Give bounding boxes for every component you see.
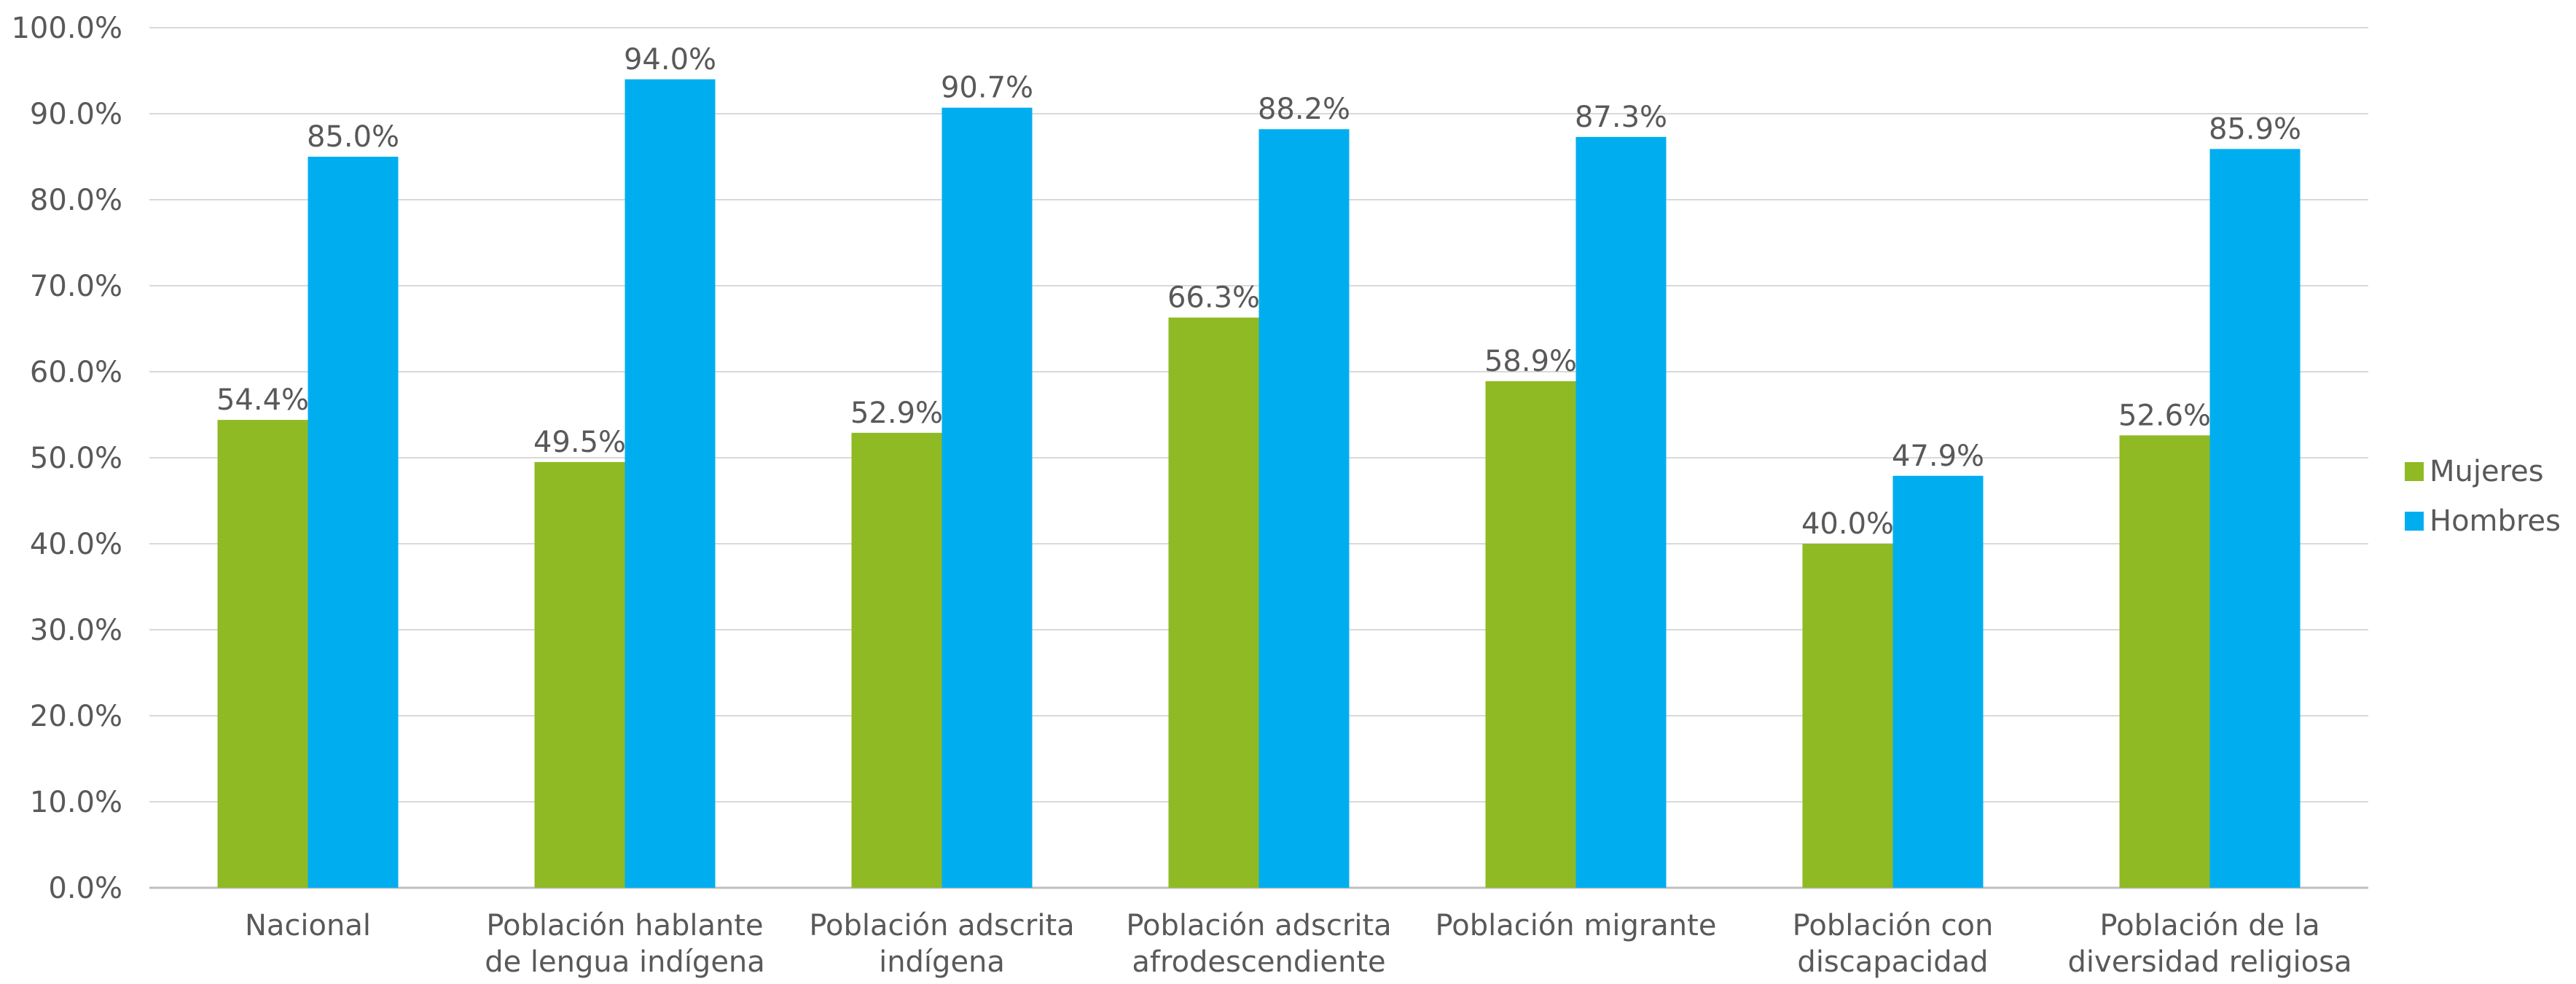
category-label-line: Nacional [245, 909, 371, 942]
bar-hombres-4 [1258, 129, 1350, 889]
category-label-line: de lengua indígena [485, 945, 765, 979]
data-label-mujeres-2: 49.5% [533, 426, 626, 459]
x-axis-category-labels: Nacional Población hablante de lengua indí… [245, 909, 2352, 979]
category-label-line: Población adscrita [809, 909, 1074, 942]
y-tick-label: 80.0% [30, 184, 122, 217]
category-label-1: Nacional [245, 909, 371, 942]
y-tick-label: 20.0% [30, 700, 122, 733]
data-label-mujeres-1: 54.4% [216, 383, 309, 417]
y-tick-label: 60.0% [30, 356, 122, 389]
y-tick-label: 100.0% [11, 12, 122, 45]
data-label-hombres-2: 94.0% [624, 43, 716, 77]
y-tick-label: 90.0% [30, 98, 122, 131]
category-label-line: afrodescendiente [1132, 945, 1385, 979]
data-label-hombres-6: 47.9% [1892, 440, 1984, 473]
bar-hombres-7 [2209, 149, 2301, 888]
data-label-mujeres-7: 52.6% [2118, 399, 2211, 432]
bar-hombres-3 [941, 107, 1033, 889]
bar-mujeres-4 [1168, 317, 1259, 888]
legend-label-hombres: Hombres [2430, 504, 2561, 538]
category-label-line: diversidad religiosa [2068, 945, 2352, 979]
legend-swatch-mujeres [2405, 462, 2424, 481]
bar-hombres-1 [308, 157, 399, 888]
category-label-6: Población con discapacidad [1793, 909, 1994, 979]
data-label-mujeres-5: 58.9% [1484, 345, 1577, 378]
category-label-line: discapacidad [1797, 945, 1988, 979]
bar-hombres-2 [625, 79, 716, 888]
legend-label-mujeres: Mujeres [2430, 455, 2544, 488]
bar-mujeres-7 [2119, 435, 2210, 888]
bar-mujeres-1 [217, 420, 308, 888]
y-tick-label: 40.0% [30, 528, 122, 561]
bar-mujeres-3 [851, 432, 942, 888]
y-tick-label: 70.0% [30, 270, 122, 303]
y-tick-label: 30.0% [30, 614, 122, 647]
category-label-line: indígena [879, 945, 1005, 979]
bar-mujeres-5 [1485, 380, 1576, 888]
bar-hombres-6 [1892, 475, 1984, 888]
data-label-hombres-1: 85.0% [307, 120, 399, 154]
category-label-line: Población hablante [486, 909, 763, 942]
category-label-3: Población adscrita indígena [809, 909, 1074, 979]
category-label-line: Población migrante [1436, 909, 1717, 942]
data-label-hombres-5: 87.3% [1575, 101, 1667, 134]
data-label-hombres-4: 88.2% [1258, 93, 1350, 126]
data-label-hombres-3: 90.7% [941, 71, 1033, 105]
category-label-2: Población hablante de lengua indígena [485, 909, 765, 979]
category-label-line: Población adscrita [1126, 909, 1391, 942]
bar-hombres-5 [1575, 136, 1667, 889]
bar-mujeres-2 [534, 461, 625, 888]
y-axis-tick-labels: 0.0% 10.0% 20.0% 30.0% 40.0% 50.0% 60.0% 70.0% 8… [11, 12, 122, 905]
category-label-4: Población adscrita afrodescendiente [1126, 909, 1391, 979]
y-tick-label: 10.0% [30, 786, 122, 819]
data-label-hombres-7: 85.9% [2209, 112, 2301, 146]
data-label-mujeres-4: 66.3% [1167, 281, 1260, 315]
legend-swatch-hombres [2405, 512, 2424, 531]
bar-mujeres-6 [1802, 544, 1893, 888]
y-tick-label: 0.0% [48, 872, 122, 905]
data-labels: 54.4% 49.5% 52.9% 66.3% 58.9% 40.0% 52.6% 85.0%… [216, 43, 2301, 541]
legend: Mujeres Hombres [2405, 455, 2561, 538]
category-label-5: Población migrante [1436, 909, 1717, 942]
bars [217, 79, 2301, 889]
data-label-mujeres-6: 40.0% [1801, 507, 1894, 541]
category-label-7: Población de la diversidad religiosa [2068, 909, 2352, 979]
y-tick-label: 50.0% [30, 442, 122, 475]
category-label-line: Población de la [2099, 909, 2319, 942]
category-label-line: Población con [1793, 909, 1994, 942]
data-label-mujeres-3: 52.9% [850, 397, 943, 430]
